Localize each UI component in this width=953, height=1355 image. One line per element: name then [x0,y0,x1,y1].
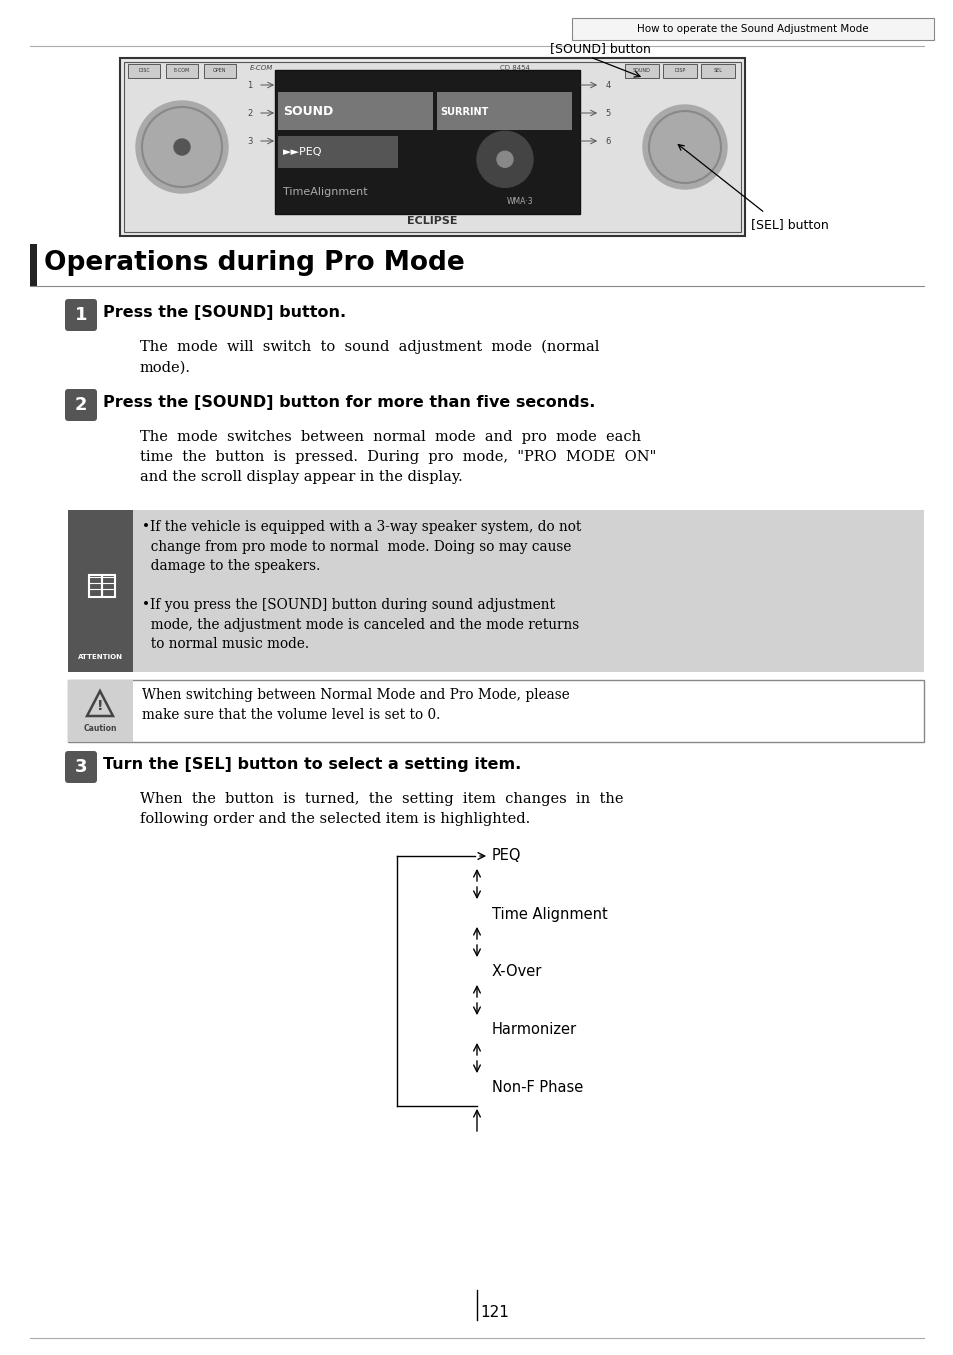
Text: DISC: DISC [138,69,150,73]
Text: 121: 121 [479,1305,508,1320]
Text: Operations during Pro Mode: Operations during Pro Mode [44,251,464,276]
Circle shape [136,102,228,192]
Text: ATTENTION: ATTENTION [77,654,122,660]
Text: 2: 2 [247,108,253,118]
Text: •If the vehicle is equipped with a 3-way speaker system, do not
  change from pr: •If the vehicle is equipped with a 3-way… [142,520,580,573]
Text: ►►PEQ: ►►PEQ [283,148,322,157]
Bar [68,509,923,672]
FancyBboxPatch shape [65,751,97,783]
Circle shape [173,140,190,154]
Text: 5: 5 [605,108,610,118]
Bar [166,64,198,79]
Bar [68,680,132,743]
Text: DISP: DISP [674,69,685,73]
Bar [128,64,160,79]
Text: SOUND: SOUND [283,106,333,118]
FancyBboxPatch shape [65,389,97,421]
Bar [124,62,740,232]
Bar [700,64,734,79]
Text: •If you press the [SOUND] button during sound adjustment
  mode, the adjustment : •If you press the [SOUND] button during … [142,598,578,650]
Text: 3: 3 [247,137,253,145]
Text: Harmonizer: Harmonizer [492,1023,577,1038]
Text: 1: 1 [74,306,87,324]
Text: E-COM: E-COM [250,65,273,70]
FancyBboxPatch shape [65,299,97,331]
Text: OPEN: OPEN [213,69,227,73]
Text: 6: 6 [604,137,610,145]
Text: Press the [SOUND] button for more than five seconds.: Press the [SOUND] button for more than f… [103,396,595,411]
Circle shape [497,152,513,167]
Text: 2: 2 [74,396,87,415]
Text: When  the  button  is  turned,  the  setting  item  changes  in  the
following o: When the button is turned, the setting i… [140,793,623,827]
Text: The  mode  will  switch  to  sound  adjustment  mode  (normal
mode).: The mode will switch to sound adjustment… [140,340,598,374]
Text: Caution: Caution [83,724,116,733]
Text: When switching between Normal Mode and Pro Mode, please
make sure that the volum: When switching between Normal Mode and P… [142,688,569,722]
Bar [277,137,397,168]
Text: 4: 4 [605,80,610,89]
Text: [SEL] button: [SEL] button [750,218,828,230]
Text: The  mode  switches  between  normal  mode  and  pro  mode  each
time  the  butt: The mode switches between normal mode an… [140,430,656,484]
Text: 1: 1 [247,80,253,89]
Text: [SOUND] button: [SOUND] button [549,42,650,56]
Text: TimeAlignment: TimeAlignment [283,187,367,198]
Text: Turn the [SEL] button to select a setting item.: Turn the [SEL] button to select a settin… [103,757,520,772]
Bar [624,64,659,79]
Bar [89,575,102,598]
Text: 3: 3 [74,757,87,776]
Circle shape [642,104,726,188]
Bar [120,58,744,236]
Text: ECLIPSE: ECLIPSE [407,215,457,226]
Text: CD 8454: CD 8454 [499,65,529,70]
Bar [572,18,933,41]
Text: SURRINT: SURRINT [439,107,488,117]
Text: !: ! [96,699,103,713]
Bar [436,92,572,130]
Bar [277,92,433,130]
Bar [102,575,115,598]
Text: E-COM: E-COM [173,69,190,73]
Text: WMA·3: WMA·3 [506,196,533,206]
Circle shape [476,131,533,187]
Bar [30,244,37,286]
Text: X-Over: X-Over [492,965,542,980]
Bar [662,64,697,79]
Bar [68,680,923,743]
Text: SEL: SEL [713,69,721,73]
Text: How to operate the Sound Adjustment Mode: How to operate the Sound Adjustment Mode [637,24,868,34]
Text: Press the [SOUND] button.: Press the [SOUND] button. [103,305,346,321]
Text: Non-F Phase: Non-F Phase [492,1080,582,1095]
Text: SOUND: SOUND [633,69,650,73]
Bar [274,70,579,214]
Text: PEQ: PEQ [492,848,521,863]
Text: Time Alignment: Time Alignment [492,906,607,921]
Bar [204,64,235,79]
Bar [68,509,132,672]
